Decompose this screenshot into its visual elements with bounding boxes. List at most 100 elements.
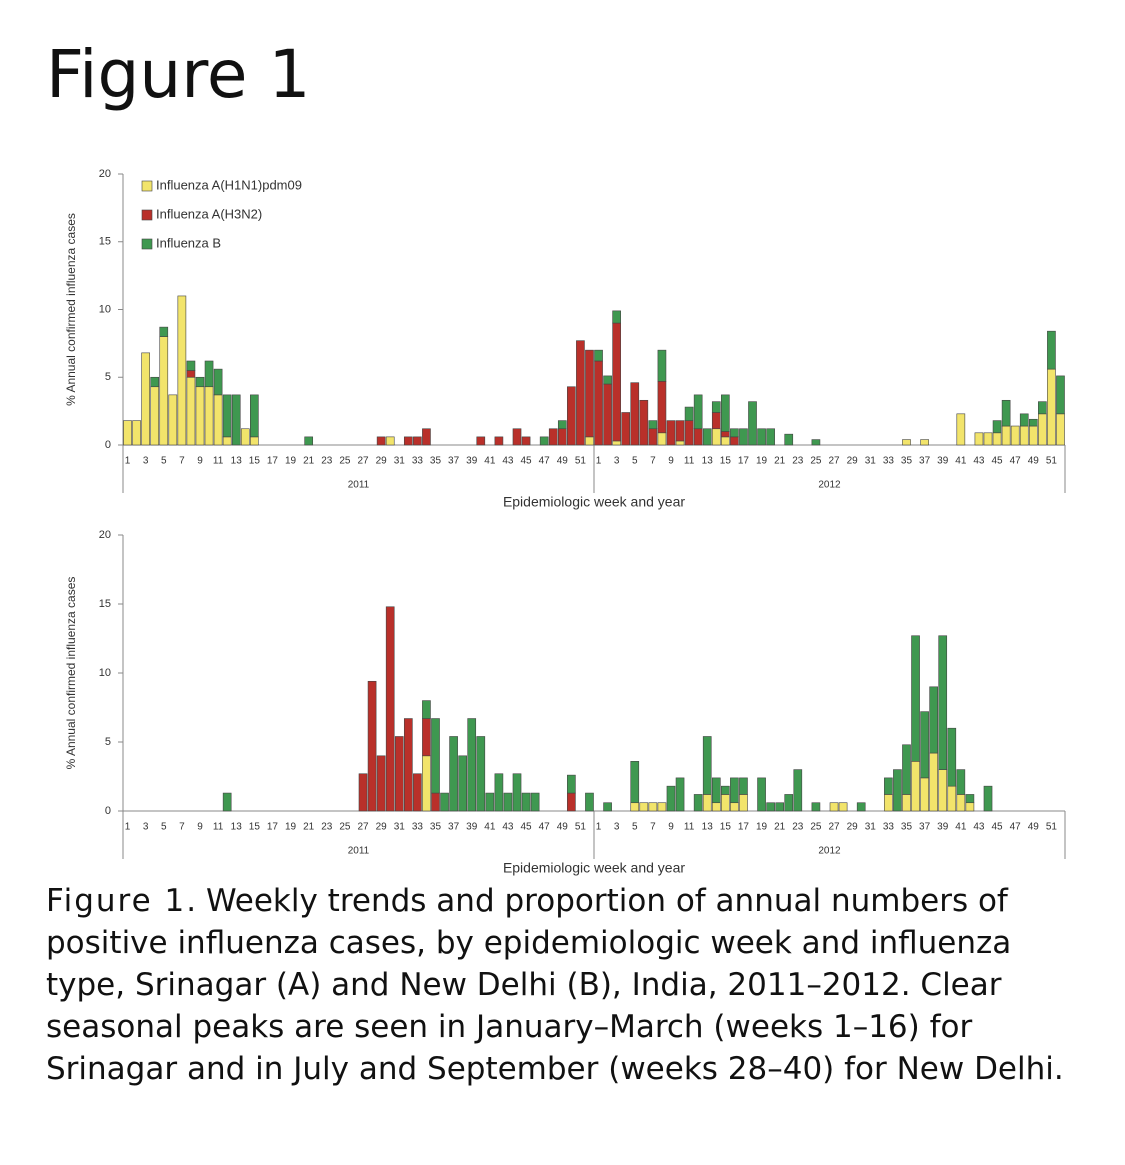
x-tick-label: 15 — [249, 822, 261, 833]
x-tick-label: 13 — [231, 822, 243, 833]
bar-segment — [512, 428, 522, 446]
bar-segment — [730, 436, 739, 446]
bar-segment — [947, 785, 957, 812]
bar-segment — [829, 802, 839, 812]
x-group-label: 2011 — [348, 480, 370, 491]
bar-segment — [594, 349, 603, 362]
bar-segment — [639, 802, 649, 812]
bar-segment — [648, 802, 658, 812]
bar-segment — [159, 326, 169, 337]
bar-segment — [548, 428, 558, 446]
bar-segment — [648, 428, 658, 446]
bar-segment — [394, 736, 404, 812]
bar-segment — [1047, 368, 1056, 446]
x-tick-label: 41 — [484, 456, 496, 467]
bar-segment — [603, 375, 612, 385]
bar-segment — [902, 794, 911, 812]
x-tick-label: 5 — [161, 456, 167, 467]
x-tick-label: 51 — [1046, 456, 1058, 467]
x-tick-label: 23 — [792, 456, 804, 467]
x-tick-label: 43 — [973, 822, 985, 833]
bar-segment — [141, 352, 150, 446]
bar-segment — [902, 744, 911, 795]
bar-segment — [585, 792, 594, 812]
x-tick-label: 9 — [197, 456, 203, 467]
x-tick-label: 13 — [231, 456, 243, 467]
bar-segment — [403, 718, 413, 812]
bar-segment — [657, 802, 667, 812]
bar-segment — [884, 794, 893, 812]
x-group-label: 2011 — [348, 846, 370, 857]
bar-segment — [630, 382, 640, 446]
bar-segment — [150, 376, 160, 388]
y-tick-label: 15 — [99, 236, 111, 248]
bar-segment — [413, 436, 422, 446]
bar-segment — [1001, 399, 1011, 427]
bar-segment — [711, 401, 721, 413]
x-tick-label: 49 — [1028, 822, 1040, 833]
bar-segment — [983, 432, 993, 446]
bar-segment — [721, 785, 730, 795]
bar-segment — [222, 436, 232, 446]
bar-segment — [458, 755, 467, 812]
bar-segment — [440, 792, 449, 812]
bar-segment — [711, 412, 721, 430]
x-tick-label: 7 — [179, 456, 185, 467]
x-tick-label: 29 — [847, 456, 859, 467]
x-tick-label: 29 — [376, 822, 388, 833]
x-tick-label: 27 — [357, 822, 369, 833]
y-axis-label: % Annual confirmed influenza cases — [64, 213, 78, 406]
legend-swatch — [141, 209, 153, 221]
x-tick-label: 17 — [738, 822, 750, 833]
x-tick-label: 33 — [412, 456, 424, 467]
bar-segment — [856, 802, 866, 812]
x-tick-label: 39 — [466, 822, 478, 833]
x-tick-label: 35 — [901, 456, 913, 467]
bar-segment — [213, 368, 223, 396]
x-tick-label: 39 — [937, 822, 949, 833]
bar-segment — [938, 635, 948, 770]
x-axis-label: Epidemiologic week and year — [503, 860, 685, 876]
bar-segment — [594, 360, 603, 446]
bar-segment — [666, 420, 676, 446]
bar-segment — [702, 428, 712, 446]
bar-segment — [893, 769, 902, 812]
bar-segment — [757, 777, 766, 812]
x-tick-label: 47 — [539, 456, 551, 467]
x-tick-label: 23 — [321, 822, 333, 833]
bar-segment — [250, 436, 259, 446]
bar-segment — [1056, 375, 1065, 415]
bar-segment — [567, 774, 576, 794]
bar-segment — [730, 777, 739, 804]
bar-segment — [603, 802, 612, 812]
x-tick-label: 41 — [955, 822, 967, 833]
x-tick-label: 7 — [650, 456, 656, 467]
x-tick-label: 25 — [810, 822, 822, 833]
bar-segment — [603, 383, 612, 446]
bar-segment — [766, 428, 775, 446]
bar-segment — [793, 769, 803, 812]
x-tick-label: 17 — [738, 456, 750, 467]
bar-segment — [639, 399, 649, 446]
bar-segment — [222, 792, 232, 812]
bar-segment — [186, 370, 196, 378]
bar-segment — [512, 773, 522, 812]
x-group-label: 2012 — [818, 846, 841, 857]
x-tick-label: 11 — [684, 456, 695, 467]
bar-segment — [195, 386, 205, 446]
bar-segment — [422, 718, 431, 757]
x-tick-label: 21 — [774, 822, 786, 833]
bar-segment — [757, 428, 766, 446]
x-tick-label: 1 — [125, 822, 131, 833]
bar-segment — [494, 773, 504, 812]
bar-segment — [159, 336, 169, 446]
bar-segment — [684, 406, 694, 421]
legend-label: Influenza A(H3N2) — [156, 206, 262, 221]
bar-segment — [739, 777, 748, 795]
bar-segment — [413, 773, 422, 812]
bar-segment — [702, 736, 712, 795]
bar-segment — [711, 802, 721, 812]
x-tick-label: 19 — [285, 822, 297, 833]
x-tick-label: 11 — [684, 822, 695, 833]
x-tick-label: 39 — [937, 456, 949, 467]
